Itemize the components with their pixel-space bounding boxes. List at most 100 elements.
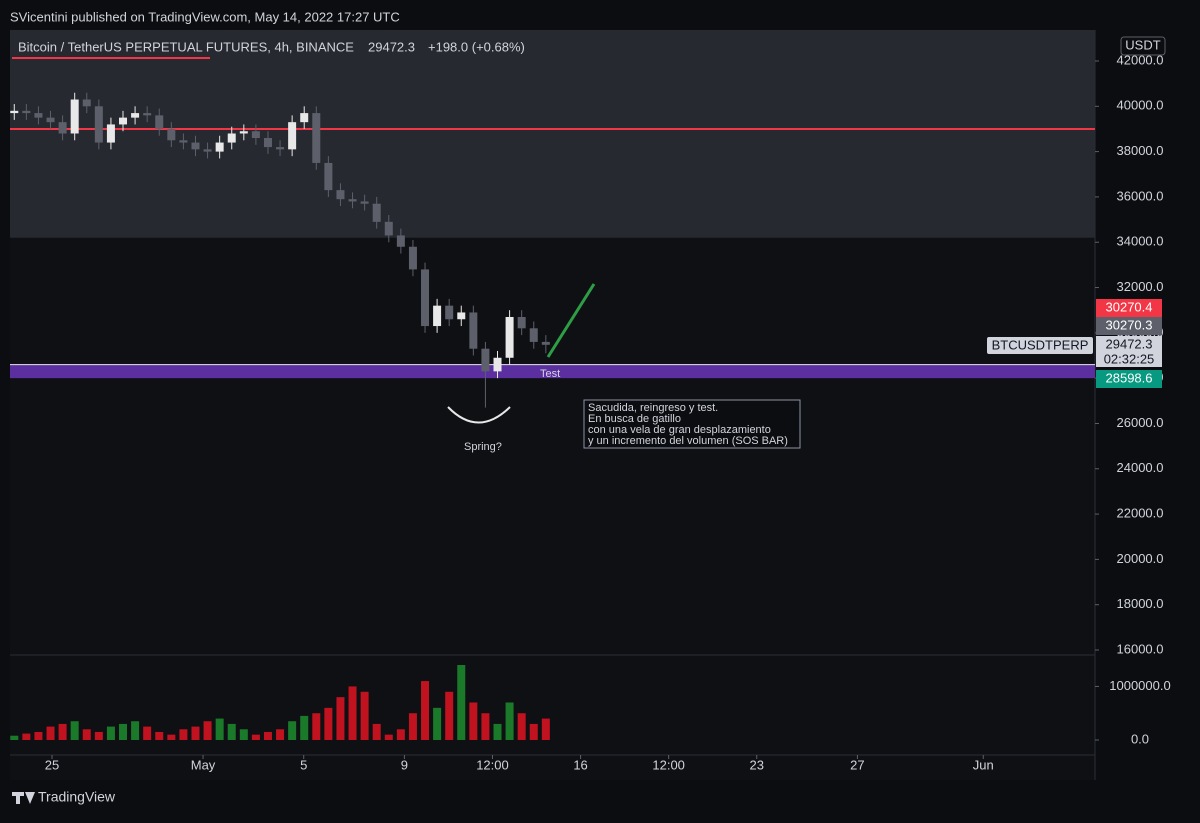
candle-body [457, 312, 466, 320]
price-label-box [1096, 299, 1162, 317]
indicator-bar [10, 735, 19, 740]
indicator-bar [239, 729, 248, 740]
indicator-bar [155, 731, 164, 740]
x-tick-label: 9 [401, 757, 408, 772]
candle-body [517, 316, 526, 329]
currency-box [1120, 36, 1166, 56]
candle-body [227, 133, 236, 143]
indicator-bar [300, 715, 309, 740]
candle-body [203, 149, 212, 152]
projection-arrow [546, 283, 596, 358]
indicator-bar [94, 731, 103, 740]
candle-body [421, 269, 430, 327]
indicator-bar [227, 723, 236, 740]
candle-body [300, 113, 309, 123]
indicator-bar [360, 691, 369, 740]
countdown-box [1096, 353, 1162, 367]
candle-body [155, 115, 164, 129]
candle-body [143, 113, 152, 116]
candle-body [336, 190, 345, 200]
y-tick-label: 1000000.0 [1109, 678, 1170, 693]
y-tick-label: 24000.0 [1117, 460, 1164, 475]
indicator-bar [119, 723, 128, 740]
support-zone [10, 364, 1095, 379]
candle-body [276, 147, 285, 150]
candle-body [505, 316, 514, 358]
candle-body [445, 305, 454, 320]
spring-arc [447, 406, 511, 424]
y-tick-label: 22000.0 [1117, 506, 1164, 521]
candle-body [46, 117, 55, 123]
indicator-bar [408, 713, 417, 740]
footer-brand: TradingView [38, 789, 116, 805]
candle-body [384, 221, 393, 236]
indicator-bar [22, 733, 31, 740]
indicator-bar [493, 723, 502, 740]
candle-body [82, 99, 91, 107]
y-tick-label: 26000.0 [1117, 415, 1164, 430]
candle-body [372, 203, 381, 222]
indicator-bar [312, 713, 321, 740]
x-tick-label: 12:00 [476, 757, 509, 772]
candle-body [239, 131, 248, 134]
symbol: Bitcoin / TetherUS PERPETUAL FUTURES, 4h… [18, 39, 354, 54]
candle-body [131, 113, 140, 118]
candle-body [70, 99, 79, 134]
note-box [583, 399, 801, 449]
currency: USDT [1125, 37, 1160, 52]
indicator-bar [143, 726, 152, 740]
indicator-bar [203, 721, 212, 740]
indicator-bar [34, 731, 43, 740]
candle-body [179, 140, 188, 143]
spring-label: Spring? [464, 441, 502, 453]
y-tick-label: 34000.0 [1117, 234, 1164, 249]
y-tick-label: 36000.0 [1117, 188, 1164, 203]
x-tick-label: 5 [300, 757, 307, 772]
candle-body [493, 357, 502, 372]
indicator-bar [131, 721, 140, 740]
price-label: 29472.3 [1106, 336, 1153, 351]
candle-body [58, 122, 67, 134]
countdown: 02:32:25 [1104, 351, 1155, 366]
indicator-bar [481, 713, 490, 740]
x-tick-label: 23 [750, 757, 764, 772]
candle-body [541, 341, 550, 345]
candle-body [469, 312, 478, 349]
change: +198.0 (+0.68%) [428, 39, 525, 54]
candle-body [312, 113, 321, 163]
indicator-bar [215, 718, 224, 740]
indicator-bar [396, 729, 405, 740]
price-label-box [1096, 370, 1162, 388]
indicator-bar [445, 691, 454, 740]
candle-body [481, 348, 490, 372]
indicator-bar [179, 729, 188, 740]
candle-body [288, 122, 297, 150]
indicator-bar [517, 713, 526, 740]
indicator-bar [167, 734, 176, 740]
candle-body [263, 138, 272, 148]
y-tick-label: 42000.0 [1117, 52, 1164, 67]
indicator-bar [384, 734, 393, 740]
test-label: Test [540, 368, 560, 380]
indicator-bar [421, 681, 430, 740]
x-tick-label: 25 [45, 757, 59, 772]
x-tick-label: 27 [850, 757, 864, 772]
price-label-box [1096, 336, 1162, 354]
x-tick-label: May [191, 757, 216, 772]
indicator-bar [324, 707, 333, 740]
y-tick-label: 0.0 [1131, 731, 1149, 746]
price-label: 30270.3 [1106, 317, 1153, 332]
indicator-bar [348, 686, 357, 740]
y-tick-label: 16000.0 [1117, 641, 1164, 656]
indicator-bar [191, 726, 200, 740]
note-line: Sacudida, reingreso y test. [588, 402, 718, 414]
note-line: con una vela de gran desplazamiento [588, 424, 771, 436]
candle-body [251, 131, 260, 139]
candle-body [119, 117, 128, 125]
x-tick-label: Jun [973, 757, 994, 772]
indicator-bar [276, 729, 285, 740]
indicator-bar [58, 723, 67, 740]
x-tick-label: 12:00 [652, 757, 685, 772]
indicator-bar [457, 665, 466, 740]
candle-body [34, 113, 43, 118]
